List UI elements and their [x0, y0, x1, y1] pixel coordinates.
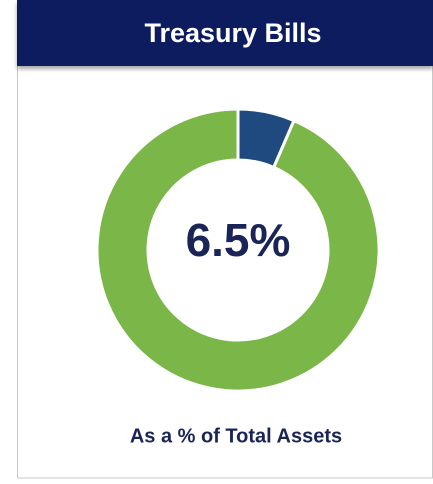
header-bar — [17, 0, 433, 66]
center-label: 6.5% — [186, 214, 291, 266]
chart-subtitle: As a % of Total Assets — [130, 425, 342, 447]
chart-title: Treasury Bills — [144, 18, 321, 48]
donut-slice — [95, 107, 381, 393]
